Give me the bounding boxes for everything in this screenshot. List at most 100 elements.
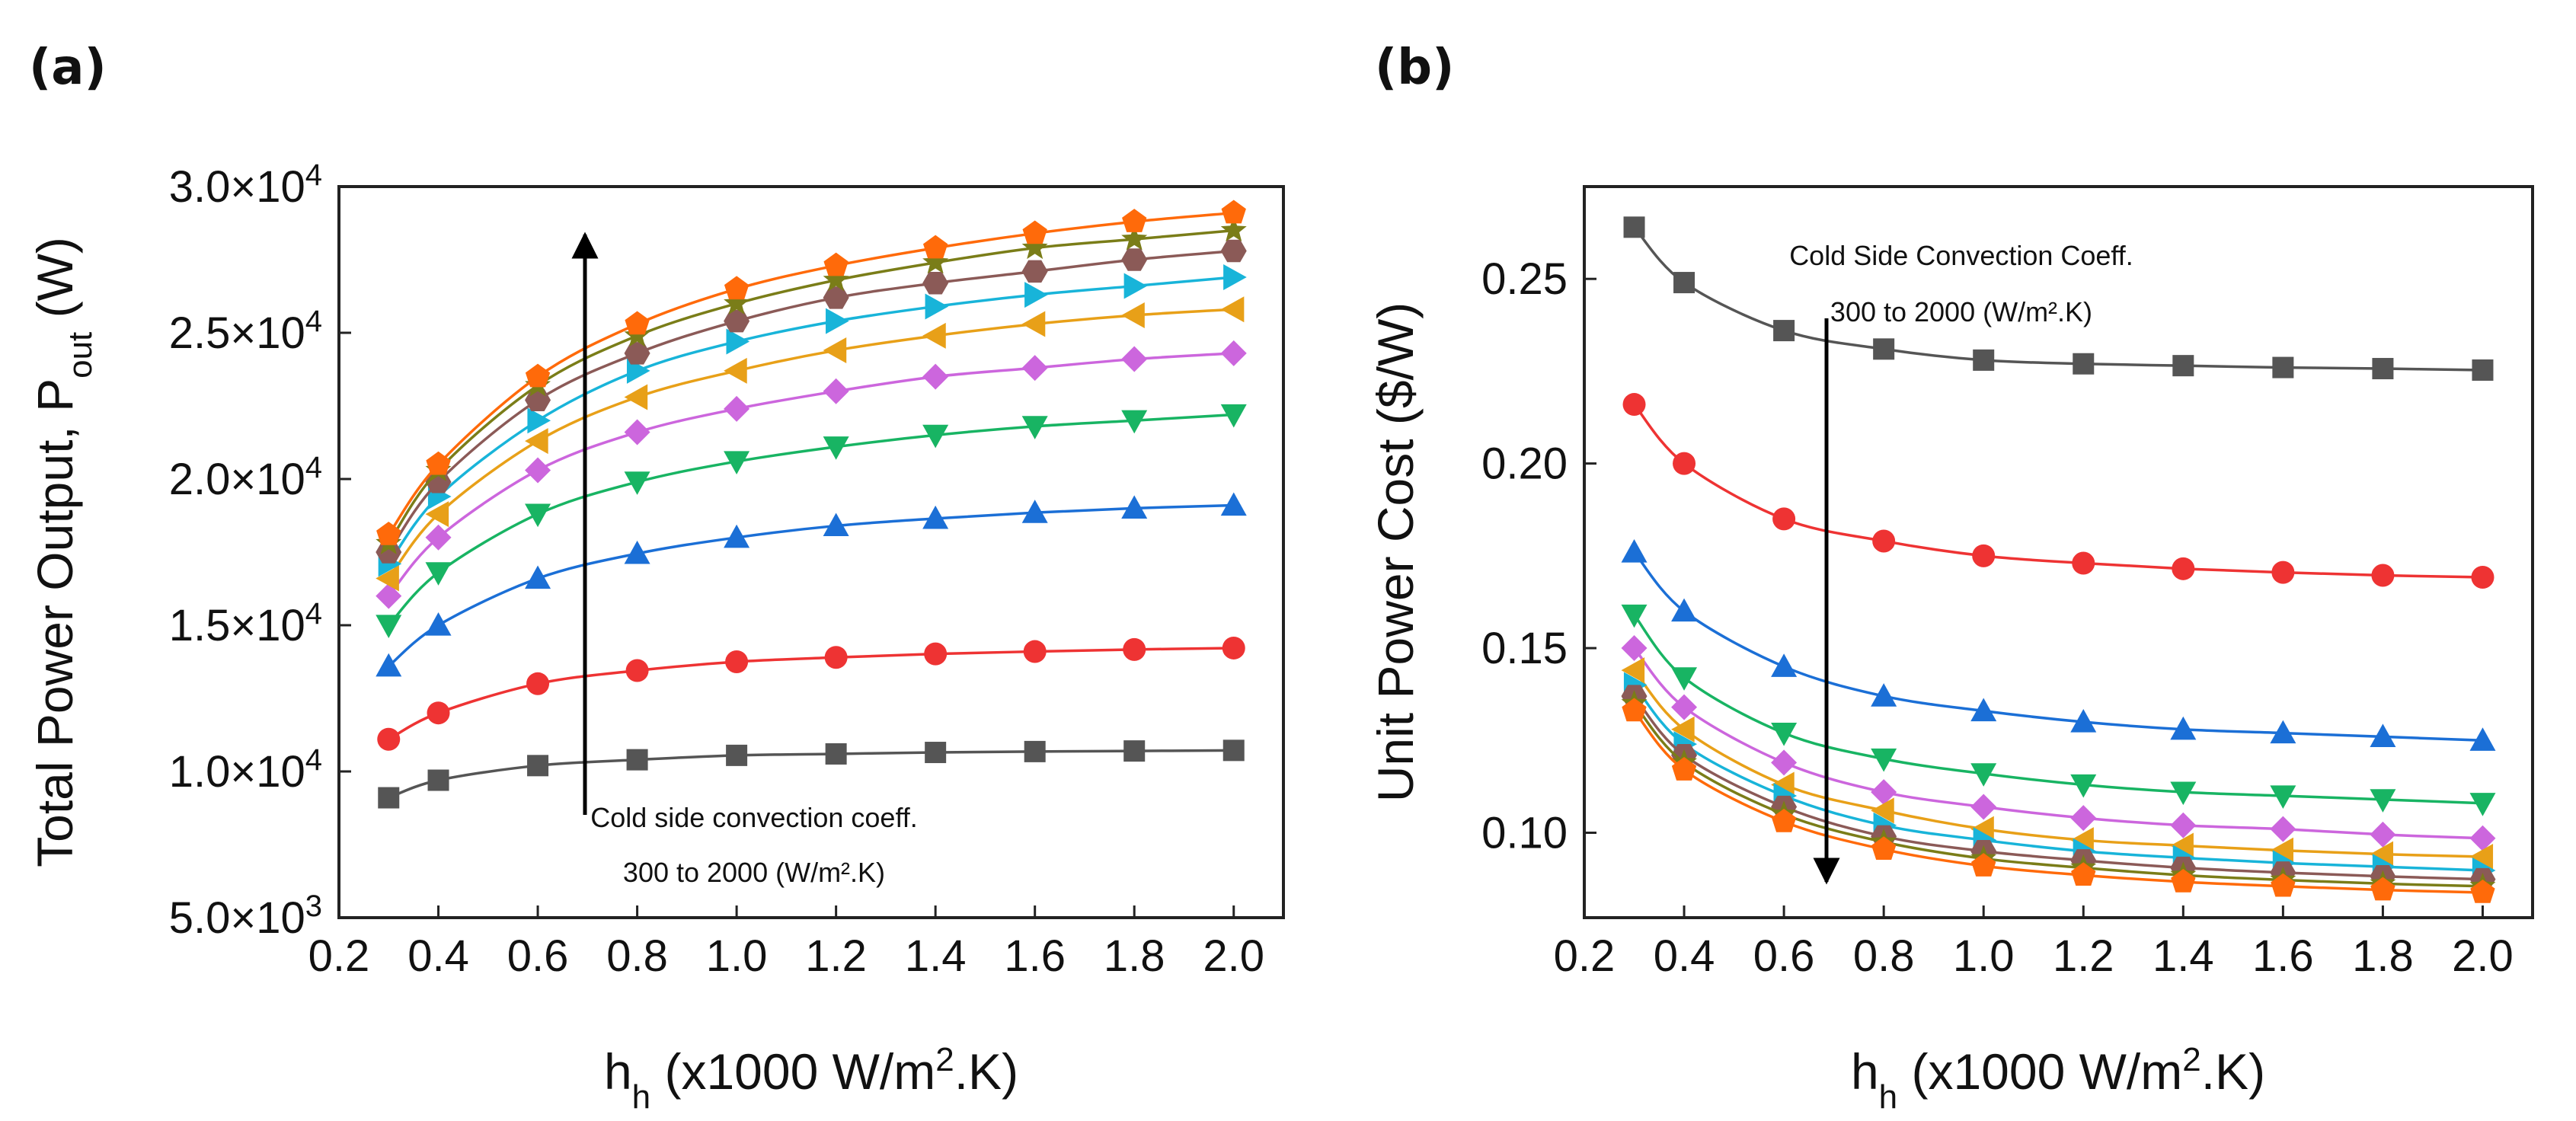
data-point-300	[527, 755, 549, 777]
data-point-1000	[425, 524, 452, 551]
data-point-1200	[2170, 832, 2194, 859]
data-point-800	[624, 471, 650, 495]
y-tick-label: 0.15	[1481, 624, 1568, 673]
annotation-line2-a: 300 to 2000 (W/m².K)	[623, 857, 885, 888]
data-point-800	[1021, 416, 1048, 439]
series-line-300	[388, 749, 1234, 800]
data-point-1800	[1121, 225, 1148, 251]
data-point-400	[1872, 529, 1896, 553]
y-tick-label: 2.0×104	[169, 451, 322, 504]
data-point-1000	[525, 457, 551, 484]
data-point-400	[1023, 640, 1047, 663]
data-point-1000	[823, 378, 849, 404]
data-point-300	[626, 749, 648, 771]
x-tick-label: 0.6	[1753, 931, 1815, 981]
annotation-line1-a: Cold side convection coeff.	[590, 802, 918, 833]
x-tick-label: 2.0	[2452, 931, 2514, 981]
panel-label-b: (b)	[1375, 40, 1454, 96]
data-point-1000	[1021, 355, 1048, 382]
data-point-400	[2072, 551, 2095, 575]
data-point-800	[2270, 785, 2296, 809]
data-point-300	[1024, 740, 1046, 762]
data-point-300	[2372, 358, 2394, 380]
annotation-line1-b: Cold Side Convection Coeff.	[1789, 240, 2133, 271]
data-point-600	[1671, 598, 1698, 622]
data-point-1800	[724, 289, 750, 315]
series-line-1400	[387, 276, 1234, 565]
series-line-400	[1633, 403, 2483, 579]
series-line-600	[1633, 551, 2483, 743]
y-axis-title-b: Unit Power Cost ($/W)	[1367, 302, 1424, 802]
data-point-1200	[1121, 302, 1145, 328]
data-point-400	[2371, 564, 2395, 587]
data-point-1800	[823, 267, 849, 292]
data-point-800	[2070, 774, 2097, 798]
series-layer-b	[1621, 216, 2496, 903]
annotation-line2-b: 300 to 2000 (W/m².K)	[1830, 296, 2092, 327]
data-point-1600	[1220, 239, 1247, 263]
data-point-400	[526, 672, 550, 695]
x-tick-label: 0.8	[1853, 931, 1915, 981]
data-point-1400	[1223, 264, 1247, 291]
data-point-2000	[2071, 862, 2096, 886]
data-point-400	[625, 659, 649, 682]
data-point-600	[1021, 500, 1048, 523]
series-line-600	[388, 503, 1234, 668]
data-point-1000	[624, 419, 650, 446]
data-point-300	[2472, 359, 2494, 381]
data-point-1800	[922, 248, 949, 274]
x-tick-label: 1.8	[1104, 931, 1165, 981]
data-point-300	[2073, 353, 2095, 375]
data-point-800	[1871, 748, 1897, 772]
data-point-2000	[426, 451, 451, 475]
data-point-1600	[724, 309, 750, 333]
data-point-1000	[1621, 635, 1648, 662]
series-line-1800	[387, 228, 1234, 545]
data-point-300	[726, 744, 748, 766]
data-point-400	[824, 646, 848, 669]
data-point-1200	[1220, 296, 1245, 323]
y-tick-label: 5.0×103	[169, 889, 322, 943]
x-tick-label: 0.4	[407, 931, 469, 981]
series-line-1600	[387, 249, 1234, 554]
series-line-2000	[1633, 710, 2483, 894]
y-tick-label: 1.5×104	[169, 597, 322, 650]
data-point-400	[1772, 507, 1796, 531]
data-point-1200	[525, 428, 548, 455]
data-point-300	[2272, 356, 2294, 378]
x-tick-label: 2.0	[1203, 931, 1264, 981]
data-point-300	[825, 743, 847, 765]
y-axis-title-a: Total Power Output, Pout (W)	[27, 237, 99, 867]
data-point-1000	[1970, 794, 1997, 820]
plot-frame-b	[1583, 185, 2534, 919]
data-point-800	[1671, 667, 1698, 691]
data-point-600	[2070, 709, 2097, 733]
data-point-2000	[922, 235, 948, 259]
plot-frame-a	[337, 185, 1285, 919]
series-line-300	[1633, 226, 2483, 372]
data-point-800	[1970, 763, 1997, 787]
data-point-600	[1771, 653, 1798, 677]
x-tick-label: 0.2	[1554, 931, 1616, 981]
data-point-2000	[823, 252, 849, 276]
data-point-1600	[922, 271, 949, 295]
ticks-layer-b: 0.2 0.4 0.6 0.8 1.0 1.2 1.4 1.6 1.8 2.0 0.10 0.15 0.…	[1481, 254, 2514, 981]
x-tick-label: 0.6	[507, 931, 569, 981]
data-point-300	[427, 769, 449, 791]
series-line-1400	[1633, 684, 2483, 872]
data-point-800	[2170, 781, 2197, 806]
series-line-400	[388, 647, 1234, 741]
y-tick-label: 3.0×104	[169, 158, 322, 212]
data-point-2000	[1771, 808, 1797, 832]
data-point-800	[376, 615, 402, 638]
y-tick-label: 0.10	[1481, 808, 1568, 858]
data-point-400	[1123, 637, 1146, 661]
data-point-1200	[1671, 716, 1695, 743]
series-line-1200	[387, 308, 1234, 580]
x-tick-label: 0.4	[1654, 931, 1715, 981]
data-point-600	[425, 612, 452, 636]
data-point-1000	[2370, 821, 2396, 848]
data-point-400	[1622, 393, 1646, 417]
x-tick-label: 1.4	[2153, 931, 2214, 981]
